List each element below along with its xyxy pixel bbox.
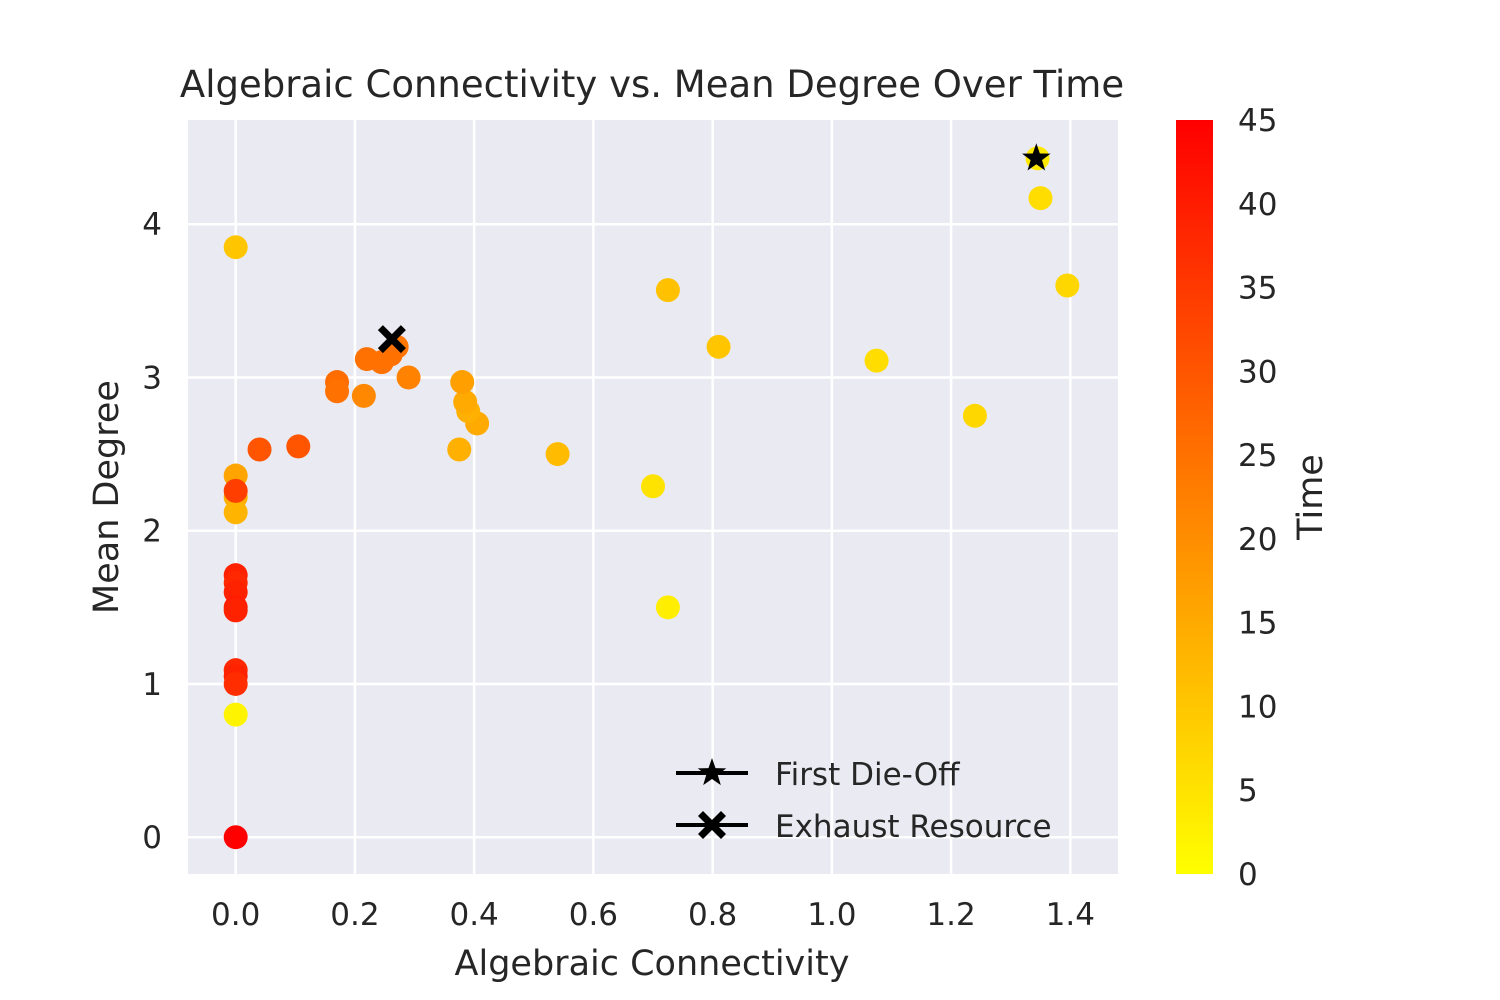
scatter-point [864, 348, 889, 373]
scatter-point [655, 278, 680, 303]
colorbar: 0 5 10 15 20 25 30 35 40 45 Time [1176, 103, 1331, 893]
scatter-point [706, 334, 731, 359]
scatter-point [447, 437, 472, 462]
scatter-point [223, 825, 248, 850]
scatter-point [223, 235, 248, 260]
x-tick-label: 1.2 [926, 897, 975, 933]
first-die-off-star-marker [1022, 143, 1051, 171]
colorbar-tick-label: 25 [1238, 438, 1277, 474]
exhaust-resource-x-marker [377, 325, 406, 354]
colorbar-tick-label: 20 [1238, 522, 1277, 558]
y-axis-ticks: 0 1 2 3 4 [142, 207, 162, 856]
scatter-point [223, 478, 248, 503]
y-tick-label: 3 [142, 360, 162, 396]
x-axis-label: Algebraic Connectivity [455, 944, 850, 984]
y-tick-label: 2 [142, 514, 162, 550]
y-tick-label: 1 [142, 667, 162, 703]
colorbar-tick-label: 5 [1238, 773, 1258, 809]
legend-label-first-die-off: First Die-Off [775, 757, 960, 793]
scatter-point [247, 437, 272, 462]
chart-title: Algebraic Connectivity vs. Mean Degree O… [180, 63, 1124, 106]
colorbar-tick-label: 10 [1238, 689, 1277, 725]
scatter-point [325, 379, 350, 404]
x-tick-label: 0.4 [449, 897, 498, 933]
colorbar-tick-label: 40 [1238, 187, 1277, 223]
legend: First Die-Off Exhaust Resource [676, 757, 1052, 845]
scatter-point [351, 383, 376, 408]
colorbar-tick-label: 15 [1238, 606, 1277, 642]
x-tick-label: 0.6 [569, 897, 618, 933]
legend-label-exhaust-resource: Exhaust Resource [775, 809, 1052, 845]
scatter-point [223, 598, 248, 623]
y-axis-label: Mean Degree [87, 380, 127, 614]
scatter-point [962, 403, 987, 428]
scatter-point [641, 474, 665, 499]
scatter-point [655, 595, 680, 620]
grid-lines [188, 120, 1118, 874]
x-tick-label: 1.0 [807, 897, 856, 933]
scatter-point [223, 500, 248, 525]
x-tick-label: 1.4 [1046, 897, 1095, 933]
scatter-point [223, 702, 248, 727]
legend-star-icon [697, 758, 727, 786]
scatter-point [1055, 273, 1080, 298]
colorbar-label: Time [1291, 454, 1331, 541]
scatter-point [450, 370, 475, 395]
x-tick-label: 0.8 [688, 897, 737, 933]
scatter-point [453, 389, 478, 414]
legend-x-icon [698, 811, 726, 839]
colorbar-tick-label: 35 [1238, 271, 1277, 307]
event-markers [377, 143, 1051, 354]
scatter-point [286, 434, 311, 459]
colorbar-gradient [1176, 120, 1213, 874]
scatter-point [545, 442, 570, 467]
x-axis-ticks: 0.0 0.2 0.4 0.6 0.8 1.0 1.2 1.4 [211, 897, 1095, 933]
y-tick-label: 4 [142, 207, 162, 243]
colorbar-tick-label: 45 [1238, 103, 1277, 139]
colorbar-tick-label: 0 [1238, 857, 1258, 893]
scatter-point [1028, 186, 1053, 211]
x-tick-label: 0.0 [211, 897, 260, 933]
x-tick-label: 0.2 [330, 897, 379, 933]
colorbar-ticks: 0 5 10 15 20 25 30 35 40 45 [1238, 103, 1277, 893]
scatter-point [223, 671, 248, 696]
y-tick-label: 0 [142, 820, 162, 856]
scatter-point [396, 365, 421, 390]
scatter-point [354, 347, 379, 372]
colorbar-tick-label: 30 [1238, 354, 1277, 390]
